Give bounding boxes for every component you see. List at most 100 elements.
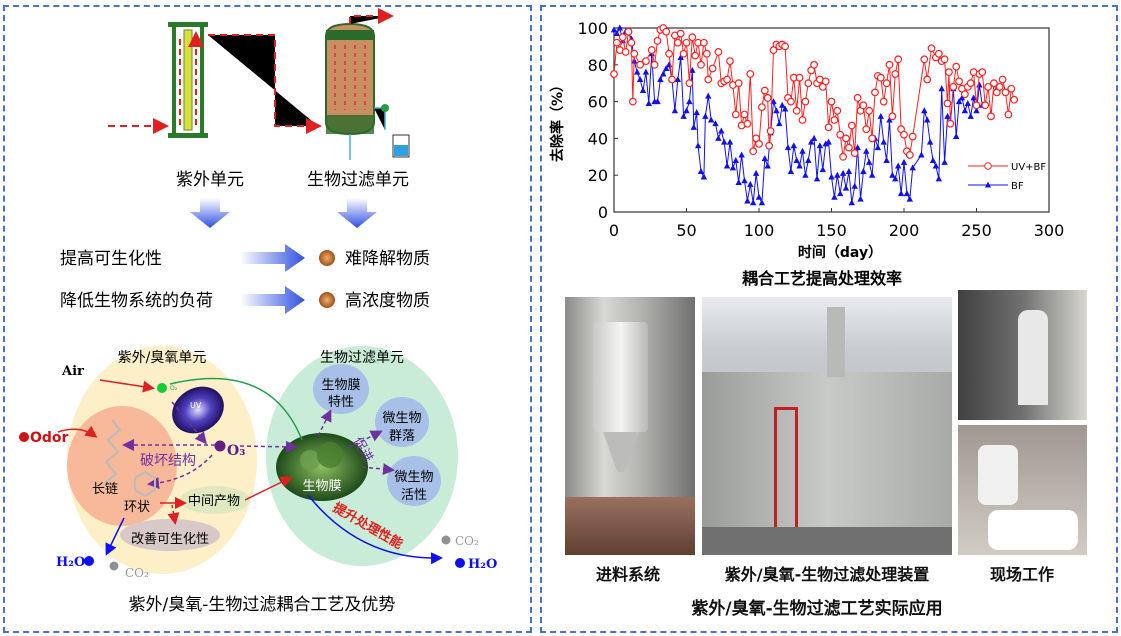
data-point	[839, 169, 847, 176]
data-point	[853, 94, 862, 102]
data-point	[906, 195, 913, 202]
data-point	[842, 134, 850, 143]
data-point	[816, 142, 824, 149]
process-diagram: 紫外单元 生物过滤单元 提高可生化性 难降解物质 降低生物系统的负荷 高浓度物质	[19, 8, 497, 615]
data-point	[731, 110, 740, 119]
co2-right-label: CO₂	[455, 534, 479, 548]
data-point	[926, 138, 934, 145]
data-point	[973, 107, 980, 114]
photo-label-treatment-unit: 紫外/臭氧-生物过滤处理装置	[724, 565, 930, 584]
pollutant-ball-icon	[319, 250, 335, 266]
data-point	[836, 130, 845, 139]
data-point	[628, 97, 637, 106]
row2-left-text: 降低生物系统的负荷	[60, 291, 213, 311]
uv-lamp-image	[172, 386, 224, 434]
data-point	[905, 151, 914, 159]
right-arrow-icon	[240, 286, 305, 314]
data-point	[613, 30, 621, 37]
x-tick-label: 50	[676, 221, 696, 240]
data-point	[702, 112, 709, 119]
data-point	[863, 147, 870, 154]
y-tick-label: 80	[588, 56, 608, 75]
data-point	[952, 62, 961, 71]
data-point	[810, 60, 819, 69]
data-point	[808, 138, 815, 145]
data-point	[885, 60, 894, 69]
data-point	[653, 36, 662, 45]
h2o-right-label: H₂O	[468, 557, 497, 572]
data-point	[799, 147, 806, 154]
x-tick-label: 250	[961, 221, 992, 240]
microbe-community-label: 微生物	[382, 411, 421, 426]
data-point	[810, 134, 818, 141]
data-point	[639, 87, 647, 94]
data-point	[822, 140, 829, 147]
odor-label: Odor	[30, 430, 69, 446]
x-tick-label: 0	[609, 221, 619, 240]
row1-right-text: 难降解物质	[345, 249, 430, 269]
data-point	[927, 44, 936, 53]
data-point	[673, 38, 682, 47]
y-tick-label: 20	[588, 166, 608, 185]
data-point	[663, 64, 670, 71]
data-point	[850, 149, 859, 158]
data-point	[877, 112, 884, 119]
data-point	[683, 107, 690, 114]
data-point	[862, 125, 871, 134]
row2-right-text: 高浓度物质	[345, 291, 430, 311]
data-point	[802, 171, 809, 178]
data-point	[833, 106, 842, 115]
legend-marker	[985, 181, 991, 188]
data-point	[662, 27, 671, 36]
down-arrow-icon	[190, 198, 230, 228]
data-point	[866, 158, 873, 165]
molecule-icon	[103, 419, 156, 498]
photo-label-field-work: 现场工作	[989, 565, 1055, 584]
left-caption: 紫外/臭氧-生物过滤耦合工艺及优势	[129, 595, 396, 615]
data-point	[705, 92, 712, 99]
data-point	[682, 38, 691, 47]
x-tick-label: 100	[744, 221, 775, 240]
data-point	[801, 97, 810, 106]
data-point	[924, 116, 931, 123]
data-point	[944, 112, 951, 119]
data-point	[874, 144, 882, 151]
data-point	[621, 48, 630, 56]
y-tick-label: 40	[588, 129, 608, 148]
data-point	[967, 112, 974, 119]
data-point	[900, 158, 908, 165]
data-point	[886, 116, 893, 123]
data-point	[741, 177, 748, 184]
data-point	[932, 162, 940, 169]
data-point	[732, 156, 739, 163]
data-point	[766, 127, 775, 135]
data-point	[851, 182, 858, 189]
data-point	[641, 57, 650, 66]
data-point	[935, 175, 942, 182]
legend-label: UV+BF	[1011, 162, 1046, 173]
data-point	[634, 68, 641, 75]
data-point	[908, 132, 917, 141]
data-point	[773, 107, 780, 114]
data-point	[876, 73, 885, 82]
data-point	[897, 190, 905, 197]
data-point	[668, 75, 676, 84]
data-point	[882, 79, 891, 88]
data-point	[743, 119, 752, 128]
data-point	[934, 49, 943, 58]
destroy-structure-label: 破坏结构	[140, 453, 196, 469]
data-point	[729, 164, 737, 171]
data-point	[707, 116, 715, 123]
data-point	[685, 79, 694, 88]
photo-label-feed-system: 进料系统	[595, 565, 661, 584]
data-point	[796, 162, 803, 169]
left-panel	[3, 5, 532, 633]
legend-marker	[984, 162, 992, 170]
data-point	[726, 138, 734, 145]
data-point	[790, 142, 797, 149]
y-axis-label: 去除率（%）	[549, 78, 566, 162]
improve-biodegradability-label: 改善可生化性	[131, 531, 209, 547]
bio-unit-label: 生物过滤单元	[307, 170, 409, 190]
row1-left-text: 提高可生化性	[60, 249, 162, 269]
biofilm-properties-label: 特性	[328, 395, 354, 410]
